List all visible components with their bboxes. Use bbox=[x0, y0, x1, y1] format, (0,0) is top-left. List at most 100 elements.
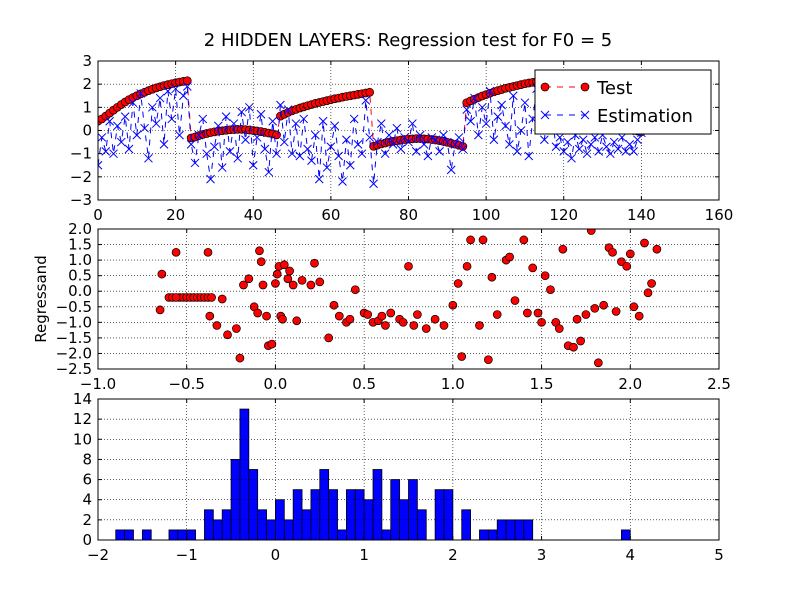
y-tick-label: 8 bbox=[82, 450, 92, 468]
x-tick-label: 140 bbox=[627, 206, 656, 224]
marker-stroke bbox=[602, 142, 611, 152]
marker bbox=[155, 93, 165, 103]
marker-stroke bbox=[225, 146, 235, 156]
marker-stroke bbox=[322, 163, 332, 172]
marker-stroke bbox=[384, 130, 394, 140]
point bbox=[244, 274, 254, 284]
x-tick-label: 40 bbox=[244, 206, 263, 224]
bar bbox=[115, 529, 126, 540]
marker-stroke bbox=[411, 146, 421, 156]
marker-stroke bbox=[295, 151, 305, 161]
marker bbox=[279, 137, 289, 147]
point bbox=[288, 280, 298, 290]
point bbox=[533, 308, 543, 318]
point bbox=[315, 277, 325, 287]
marker-stroke bbox=[326, 142, 336, 152]
marker-stroke bbox=[155, 93, 165, 103]
bar bbox=[319, 469, 330, 540]
marker-stroke bbox=[190, 158, 200, 168]
marker-stroke bbox=[462, 105, 472, 115]
point bbox=[207, 293, 216, 302]
marker-stroke bbox=[314, 174, 324, 184]
point bbox=[381, 321, 390, 330]
bar bbox=[479, 529, 489, 540]
marker-stroke bbox=[241, 135, 250, 145]
bar bbox=[204, 509, 214, 540]
x-tick-label: 1 bbox=[359, 546, 369, 564]
y-tick-label: 1.0 bbox=[68, 251, 92, 269]
marker-stroke bbox=[98, 133, 107, 142]
marker-stroke bbox=[334, 151, 343, 161]
marker-stroke bbox=[388, 140, 398, 149]
marker bbox=[357, 149, 367, 159]
x-tick-label: −2 bbox=[87, 546, 109, 564]
marker-stroke bbox=[113, 121, 122, 131]
bar bbox=[390, 479, 401, 540]
marker bbox=[287, 149, 297, 159]
marker bbox=[182, 76, 192, 86]
marker bbox=[322, 163, 332, 172]
marker-stroke bbox=[419, 140, 429, 149]
bar bbox=[345, 489, 356, 540]
point bbox=[255, 246, 264, 256]
marker-stroke bbox=[617, 133, 627, 142]
point bbox=[519, 235, 529, 245]
bar bbox=[275, 499, 285, 540]
marker-stroke bbox=[508, 91, 518, 101]
marker bbox=[400, 133, 409, 142]
bar bbox=[248, 469, 259, 540]
point bbox=[217, 294, 227, 304]
marker bbox=[633, 135, 642, 145]
marker-stroke bbox=[442, 137, 452, 147]
marker bbox=[128, 98, 138, 108]
marker bbox=[206, 174, 215, 184]
x-tick-label: 3 bbox=[537, 546, 547, 564]
bar bbox=[514, 519, 525, 540]
y-tick-label: 2.0 bbox=[68, 220, 92, 238]
marker bbox=[225, 146, 235, 156]
point bbox=[523, 308, 532, 318]
marker-stroke bbox=[446, 165, 456, 175]
marker bbox=[163, 86, 173, 96]
marker bbox=[307, 156, 316, 165]
bar bbox=[372, 469, 383, 540]
marker-stroke bbox=[501, 121, 510, 131]
chart-title: 2 HIDDEN LAYERS: Regression test for F0 … bbox=[204, 30, 612, 51]
marker-stroke bbox=[124, 144, 134, 154]
marker bbox=[501, 121, 510, 131]
x-tick-label: 20 bbox=[166, 206, 185, 224]
marker-stroke bbox=[586, 140, 596, 149]
point bbox=[634, 311, 644, 321]
y-tick-label: 14 bbox=[73, 390, 92, 408]
point bbox=[205, 311, 215, 321]
marker-stroke bbox=[268, 116, 278, 126]
marker bbox=[396, 144, 406, 154]
marker bbox=[388, 140, 398, 149]
marker-stroke bbox=[633, 135, 642, 145]
bar bbox=[461, 509, 472, 540]
marker bbox=[260, 144, 270, 154]
point bbox=[590, 303, 600, 313]
marker bbox=[415, 130, 425, 140]
marker bbox=[151, 119, 161, 128]
marker bbox=[384, 130, 394, 140]
point bbox=[258, 280, 268, 290]
point bbox=[483, 355, 493, 365]
marker bbox=[567, 153, 576, 163]
marker bbox=[98, 133, 107, 142]
marker bbox=[442, 137, 452, 147]
marker bbox=[520, 98, 530, 108]
marker bbox=[194, 130, 204, 140]
marker-stroke bbox=[132, 130, 142, 140]
marker bbox=[295, 151, 305, 161]
marker bbox=[540, 82, 550, 92]
point bbox=[278, 314, 287, 324]
marker-stroke bbox=[423, 151, 433, 161]
x-tick-label: 2.0 bbox=[618, 375, 642, 393]
marker bbox=[210, 142, 219, 152]
marker-stroke bbox=[353, 140, 363, 149]
point bbox=[306, 280, 316, 290]
bar bbox=[310, 489, 321, 540]
marker-stroke bbox=[551, 142, 561, 152]
bar bbox=[141, 529, 152, 540]
